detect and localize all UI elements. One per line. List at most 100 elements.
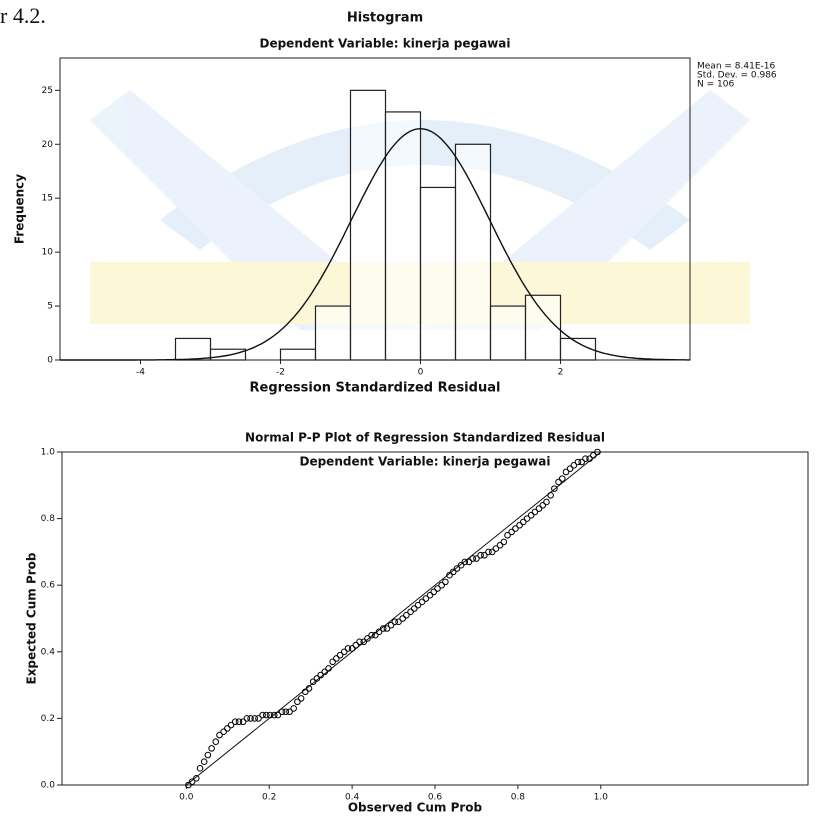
y-axis-label: Frequency [13,174,27,244]
data-point [220,728,227,736]
data-point [360,638,368,646]
x-tick-label: 0 [418,368,424,378]
data-point [375,628,383,636]
data-point [403,611,410,619]
data-point [504,531,511,539]
data-point [473,555,480,562]
data-point [313,675,321,682]
data-point [185,781,192,789]
x-axis-label: Regression Standardized Residual [250,381,501,396]
data-point [395,618,402,626]
data-point [453,565,461,572]
data-point [477,551,484,559]
x-tick-label: 0.6 [428,793,443,803]
data-point [531,508,539,516]
data-point [379,625,387,632]
page-text: r 4.2. [0,3,46,28]
data-point [356,638,363,646]
data-point [309,678,317,686]
y-tick-label: 0.0 [41,781,56,791]
data-point [558,475,566,482]
data-point [317,671,324,679]
data-point [516,521,523,529]
data-point [333,655,340,662]
data-point [551,485,558,492]
histogram-bar [384,111,422,361]
data-point [329,658,336,666]
data-point [372,631,379,639]
data-point [270,711,278,719]
watermark-arc [160,120,690,250]
data-point [325,665,332,672]
data-point [449,568,457,576]
data-point [426,591,434,599]
y-tick-label: 20 [42,140,54,150]
data-point [547,491,554,499]
data-point [368,631,375,639]
data-point [461,558,469,566]
data-point [410,605,418,612]
data-point [243,715,251,722]
data-point [188,778,196,785]
data-point [492,545,500,552]
data-point [500,538,508,546]
data-point [348,645,356,652]
chart-subtitle: Dependent Variable: kinerja pegawai [299,455,550,469]
data-point [539,501,547,509]
data-point [555,478,562,486]
data-point [496,541,504,549]
data-point [519,518,527,526]
data-point [282,708,290,716]
chart-title: Histogram [347,11,423,26]
data-point [278,708,286,716]
data-point [574,458,582,466]
data-point [512,525,519,532]
histogram-bar [419,186,457,361]
histogram-bar [174,337,212,361]
data-point [224,725,231,732]
data-point [239,718,247,726]
y-tick-label: 5 [47,302,53,312]
y-tick-label: 1.0 [41,448,56,458]
data-point [430,588,438,596]
data-point [196,765,204,772]
stat-label: N = 106 [697,80,734,90]
y-tick-label: 15 [42,194,53,204]
data-point [488,548,496,556]
data-point [523,515,531,522]
data-point [442,578,449,586]
data-point [594,448,601,456]
data-point [535,505,543,512]
y-tick-label: 0.6 [41,581,56,591]
x-axis-label: Observed Cum Prob [348,801,483,815]
data-point [305,685,313,692]
data-point [418,598,426,606]
data-point [543,498,550,506]
data-point [465,558,473,566]
histogram-bar [489,305,527,361]
data-point [255,715,262,722]
data-point [340,648,348,656]
data-point [274,711,282,719]
data-point [231,718,239,726]
y-tick-label: 0 [47,356,53,366]
data-point [383,625,391,632]
data-point [570,462,578,469]
data-point [290,705,297,712]
data-point [527,511,535,519]
y-tick-label: 25 [42,86,53,96]
x-tick-label: -4 [136,368,145,378]
data-point [469,555,477,562]
y-tick-label: 10 [42,248,54,258]
data-point [266,711,274,719]
data-point [301,688,309,696]
data-point [297,695,305,702]
data-point [485,548,492,556]
normal-curve [60,128,690,361]
data-point [344,645,352,652]
data-point [251,715,259,722]
data-point [286,708,293,716]
histogram-bar [349,89,387,361]
data-point [212,738,220,746]
